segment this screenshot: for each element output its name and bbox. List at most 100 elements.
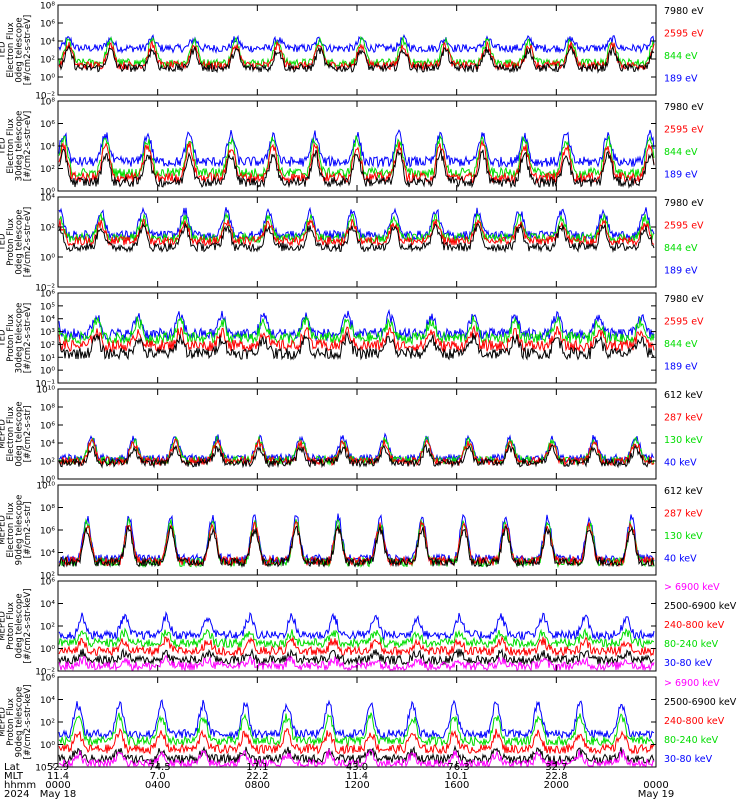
series-trace-2595-ev — [58, 218, 655, 247]
series-trace-189-ev — [58, 206, 655, 242]
time-axis-labels: Lat MLT hhmm 2024 May 18 May 19 52.911.4… — [4, 762, 674, 800]
lat-value: 43.0 — [346, 762, 368, 773]
series-trace-612-kev — [58, 443, 655, 469]
y-tick-label: 10⁶ — [40, 20, 55, 30]
y-axis-label: TEDElectron Flux0deg telescope[#/cm2-s-s… — [0, 15, 33, 85]
legend-entry: 189 eV — [664, 74, 698, 85]
y-axis-label-line: Proton Flux — [6, 314, 16, 362]
y-axis-label: MEPEDProton Flux0deg telescope[#/cm2-s-s… — [0, 589, 33, 664]
y-tick-label: 10⁻¹ — [35, 380, 55, 390]
y-axis-label: TEDProton Flux0deg telescope[#/cm2-s-str… — [0, 207, 33, 277]
legend-entry: 130 keV — [664, 531, 703, 542]
y-tick-label: 10⁴ — [40, 549, 55, 559]
y-tick-label: 10⁰ — [40, 741, 55, 751]
legend-entry: 2595 eV — [664, 317, 704, 328]
hhmm-value: 0800 — [245, 780, 270, 791]
y-axis-label-line: MEPED — [0, 419, 7, 449]
y-tick-label: 10¹ — [40, 354, 55, 364]
series-trace-287-kev — [58, 438, 655, 467]
series-trace-612-kev — [58, 524, 655, 568]
y-axis-label-line: Electron Flux — [6, 502, 16, 557]
y-tick-label: 10² — [40, 341, 55, 351]
y-tick-label: 10² — [40, 224, 55, 234]
y-axis-label-line: Electron Flux — [6, 406, 16, 461]
series-trace-240-800-kev — [58, 635, 655, 658]
series-trace-2500-6900-kev — [58, 744, 655, 766]
y-axis-label-line: TED — [0, 233, 7, 252]
y-axis-label-line: 90deg telescope — [14, 495, 24, 566]
y-tick-label: 10⁸ — [40, 98, 55, 108]
y-axis-label-line: [#/cm2-s-str] — [23, 406, 33, 463]
legend-entry: 844 eV — [664, 51, 698, 62]
y-axis-label-line: Proton Flux — [6, 602, 16, 650]
lat-value: 52.9 — [47, 762, 69, 773]
legend-entry: 7980 eV — [664, 198, 704, 209]
y-axis-label-line: 90deg telescope — [14, 687, 24, 758]
y-axis-label-line: 0deg telescope — [14, 593, 24, 658]
y-tick-label: 10¹⁰ — [36, 386, 55, 396]
y-axis-label-line: MEPED — [0, 611, 7, 641]
legend-entry: 189 eV — [664, 170, 698, 181]
lat-value: 17.1 — [246, 762, 268, 773]
y-axis-label: TEDElectron Flux30deg telescope[#/cm2-s-… — [0, 111, 33, 182]
legend-entry: 7980 eV — [664, 102, 704, 113]
hhmm-value: 0000 — [643, 780, 668, 791]
series-trace-30-80-kev — [58, 699, 655, 740]
mlt-value: 22.2 — [246, 771, 268, 782]
legend-entry: 7980 eV — [664, 294, 704, 305]
y-axis-label-line: TED — [0, 137, 7, 156]
y-tick-label: 10² — [40, 623, 55, 633]
y-tick-label: 10⁸ — [40, 404, 55, 414]
y-axis-label-line: Electron Flux — [6, 22, 16, 77]
y-axis-label-line: [#/cm2-s-str-keV] — [23, 685, 33, 760]
y-axis-label-line: [#/cm2-s-str-eV] — [23, 207, 33, 277]
y-axis-label-line: [#/cm2-s-str-eV] — [23, 111, 33, 181]
y-tick-label: 10⁶ — [40, 290, 55, 300]
y-tick-label: 10⁰ — [40, 188, 55, 198]
y-tick-label: 10⁴ — [40, 38, 55, 48]
legend-entry: 40 keV — [664, 554, 697, 565]
y-axis-label-line: Electron Flux — [6, 118, 16, 173]
y-tick-label: 10⁴ — [40, 143, 55, 153]
y-tick-label: 10⁶ — [40, 422, 55, 432]
y-tick-label: 10² — [40, 165, 55, 175]
end-date-label: May 19 — [638, 789, 675, 800]
y-tick-label: 10⁶ — [40, 527, 55, 537]
y-axis-label-line: Proton Flux — [6, 218, 16, 266]
hhmm-value: 0000 — [45, 780, 70, 791]
series-trace-844-ev — [58, 315, 655, 346]
legend-entry: 30-80 keV — [664, 754, 713, 765]
y-tick-label: 10⁴ — [40, 194, 55, 204]
y-axis-label-line: TED — [0, 41, 7, 60]
legend-entry: > 6900 keV — [664, 582, 720, 593]
panel-frame — [57, 196, 657, 288]
series-trace-240-800-kev — [58, 727, 655, 755]
mlt-value: 11.4 — [47, 771, 69, 782]
legend-entry: 130 keV — [664, 435, 703, 446]
panel-ted-electron-30deg: 10⁸ 10⁶ 10⁴ 10² 10⁰ TEDElectron Flux30deg tel… — [0, 98, 704, 198]
y-tick-label: 10³ — [40, 328, 55, 338]
legend-entry: 30-80 keV — [664, 658, 713, 669]
series-trace-2500-6900-kev — [58, 647, 655, 667]
y-tick-label: 10⁻² — [35, 284, 55, 294]
y-tick-label: 10⁻² — [35, 668, 55, 678]
mlt-value: 10.1 — [446, 771, 468, 782]
y-axis-label-line: MEPED — [0, 515, 7, 545]
y-axis-label-line: 0deg telescope — [14, 401, 24, 466]
mlt-value: 22.8 — [545, 771, 567, 782]
series-trace-30-80-kev — [58, 611, 655, 642]
hhmm-value: 1200 — [344, 780, 369, 791]
y-axis-label: TEDProton Flux30deg telescope[#/cm2-s-st… — [0, 303, 33, 374]
y-axis-label-line: [#/cm2-s-str-eV] — [23, 15, 33, 85]
hhmm-value: 0400 — [145, 780, 170, 791]
y-axis-label-line: 0deg telescope — [14, 209, 24, 274]
legend-entry: 287 keV — [664, 413, 703, 424]
series-trace-80-240-kev — [58, 627, 654, 650]
y-tick-label: 10² — [40, 56, 55, 66]
y-axis-label-line: Proton Flux — [6, 698, 16, 746]
legend-entry: 80-240 keV — [664, 639, 719, 650]
y-tick-label: 10⁶ — [40, 674, 55, 684]
